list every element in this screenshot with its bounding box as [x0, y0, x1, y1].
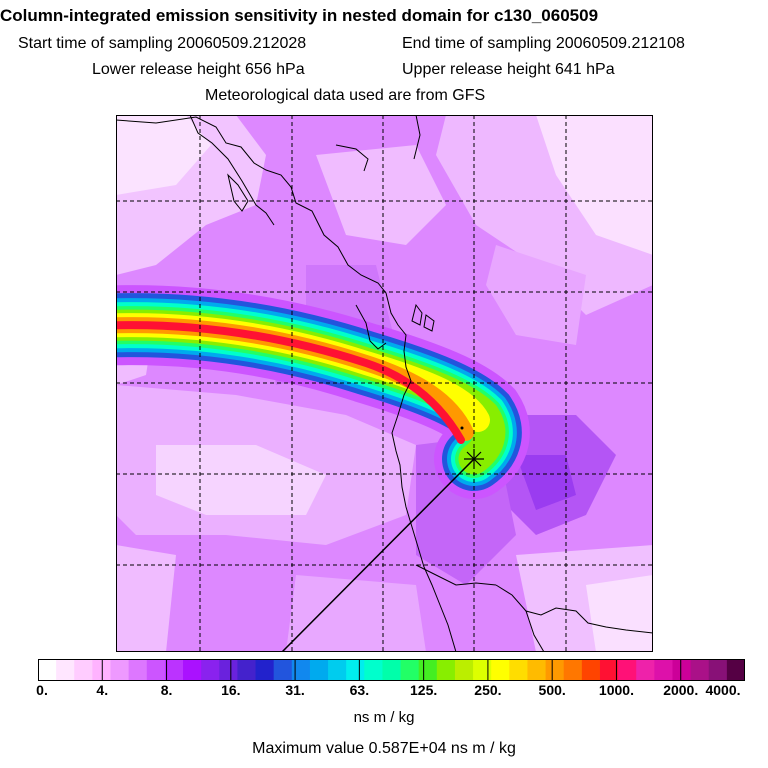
colorbar-swatch — [473, 659, 492, 681]
end-time-label: End time of sampling 20060509.212108 — [402, 35, 685, 52]
colorbar-swatch — [618, 659, 637, 681]
colorbar-swatch — [436, 659, 456, 681]
colorbar-swatch — [654, 659, 674, 681]
colorbar-tick-label: 500. — [538, 682, 566, 698]
colorbar-tick-label: 125. — [410, 682, 438, 698]
colorbar-swatch — [38, 659, 57, 681]
colorbar-tick-label: 31. — [285, 682, 305, 698]
colorbar-swatch — [110, 659, 130, 681]
colorbar-swatch — [599, 659, 619, 681]
colorbar-swatch — [509, 659, 529, 681]
colorbar-swatch — [74, 659, 93, 681]
colorbar-swatch — [708, 659, 728, 681]
colorbar-swatch — [273, 659, 293, 681]
colorbar-tick-label: 4000. — [705, 682, 741, 698]
colorbar-swatch — [382, 659, 402, 681]
colorbar-swatch — [255, 659, 275, 681]
colorbar-swatch — [418, 659, 438, 681]
sensitivity-map — [116, 115, 653, 652]
star-marker — [464, 449, 484, 469]
colorbar-tick-label: 250. — [474, 682, 502, 698]
colorbar-swatch — [454, 659, 474, 681]
colorbar-swatch — [636, 659, 655, 681]
colorbar-swatch — [291, 659, 311, 681]
max-value-label: Maximum value 0.587E+04 ns m / kg — [252, 740, 516, 757]
colorbar-tick-label: 16. — [221, 682, 241, 698]
colorbar-tick-label: 4. — [96, 682, 109, 698]
colorbar-swatch — [346, 659, 365, 681]
colorbar-swatch — [581, 659, 601, 681]
map-frame — [116, 115, 653, 652]
colorbar-swatch — [527, 659, 547, 681]
colorbar-swatch — [56, 659, 75, 681]
colorbar-frame — [38, 659, 745, 681]
colorbar-swatch — [183, 659, 202, 681]
coastlines — [116, 115, 653, 652]
met-data-label: Meteorological data used are from GFS — [205, 87, 486, 104]
colorbar — [38, 659, 746, 686]
colorbar-swatch — [672, 659, 692, 681]
colorbar-swatch — [726, 659, 746, 681]
lower-release-label: Lower release height 656 hPa — [92, 61, 305, 78]
colorbar-swatch — [164, 659, 184, 681]
colorbar-swatch — [690, 659, 710, 681]
low-sensitivity-regions — [116, 115, 653, 652]
colorbar-swatch — [563, 659, 583, 681]
colorbar-swatch — [201, 659, 220, 681]
colorbar-swatch — [128, 659, 148, 681]
colorbar-swatch — [545, 659, 565, 681]
upper-release-label: Upper release height 641 hPa — [402, 61, 615, 78]
lat-lon-grid — [116, 115, 653, 652]
colorbar-swatch — [219, 659, 239, 681]
colorbar-swatch — [364, 659, 384, 681]
colorbar-tick-label: 0. — [36, 682, 48, 698]
flight-track — [281, 458, 475, 652]
start-time-label: Start time of sampling 20060509.212028 — [18, 35, 307, 52]
figure-title: Column-integrated emission sensitivity i… — [0, 6, 599, 25]
colorbar-swatch — [328, 659, 347, 681]
plume-band — [116, 321, 465, 444]
colorbar-swatch — [491, 659, 510, 681]
colorbar-tick-label: 1000. — [598, 682, 634, 698]
units-label: ns m / kg — [353, 709, 415, 726]
colorbar-tick-label: 2000. — [663, 682, 699, 698]
track-point — [460, 426, 464, 430]
colorbar-swatch — [237, 659, 257, 681]
emission-plume — [116, 285, 530, 499]
colorbar-swatch — [309, 659, 329, 681]
colorbar-tick-label: 8. — [160, 682, 173, 698]
colorbar-swatch — [400, 659, 420, 681]
colorbar-swatch — [146, 659, 166, 681]
colorbar-tick-label: 63. — [349, 682, 370, 698]
colorbar-swatch — [92, 659, 112, 681]
